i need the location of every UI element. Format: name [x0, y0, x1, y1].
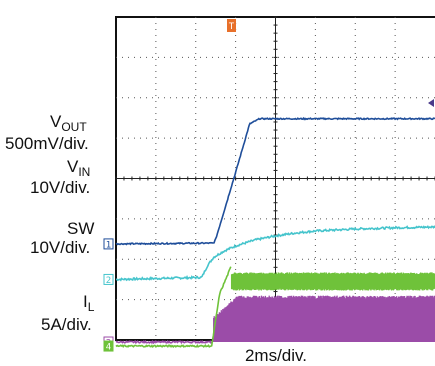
trigger-level-arrow	[428, 99, 434, 107]
vin-ground-marker: 2	[103, 273, 114, 286]
trigger-marker: T	[227, 19, 236, 32]
sw-label: SW	[67, 219, 94, 238]
channel-labels: VOUT 500mV/div. VIN 10V/div. SW 10V/div.…	[5, 112, 95, 334]
il-ground-marker: 4	[103, 340, 114, 353]
vin-scale: 10V/div.	[30, 178, 90, 197]
timebase-label: 2ms/div.	[245, 346, 307, 365]
vin-trace	[115, 225, 435, 282]
vin-ground-box	[103, 273, 114, 285]
il-trace-steady	[230, 272, 435, 291]
traces	[115, 116, 435, 349]
il-ground-box	[103, 340, 114, 352]
channel-markers: 1234	[103, 238, 114, 353]
vout-ground-marker: 1	[103, 238, 114, 250]
trigger-marker-box	[227, 19, 236, 32]
sw-trace-baseline	[115, 339, 214, 345]
vout-ground-box	[103, 238, 114, 250]
il-scale: 5A/div.	[41, 315, 92, 334]
trigger-marker-label: T	[229, 22, 235, 32]
il-trace-rampup	[115, 266, 232, 349]
vin-ground-number: 2	[106, 276, 111, 286]
vout-ground-number: 1	[106, 240, 111, 250]
sw-scale: 10V/div.	[30, 238, 90, 257]
vout-scale: 500mV/div.	[5, 134, 89, 153]
sw-trace-switching	[213, 295, 435, 342]
vout-label: VOUT	[50, 112, 87, 134]
il-ground-number: 4	[106, 343, 111, 353]
vin-label: VIN	[67, 157, 90, 179]
vout-trace	[115, 116, 435, 246]
scope-grid	[115, 16, 435, 341]
il-label: IL	[83, 292, 95, 314]
